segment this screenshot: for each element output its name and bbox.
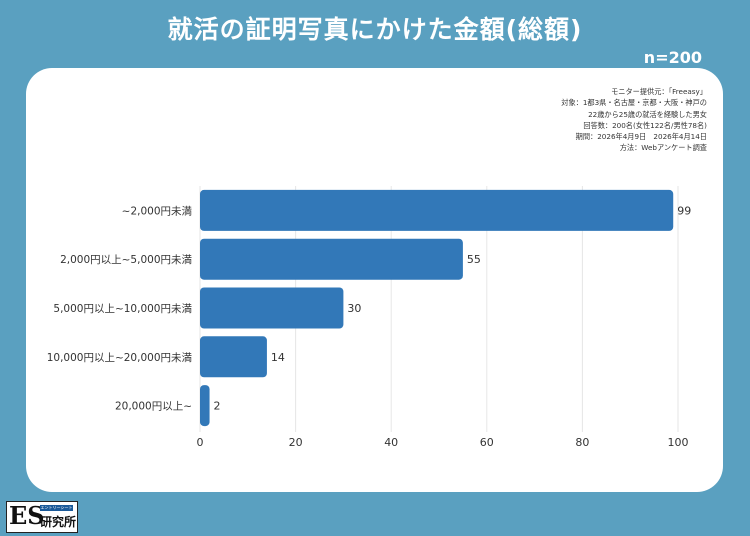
data-label: 2	[214, 400, 221, 413]
x-tick-label: 40	[384, 436, 398, 449]
bar	[200, 336, 267, 378]
bar	[200, 189, 674, 231]
category-label: 20,000円以上~	[115, 401, 192, 413]
chart-title: 就活の証明写真にかけた金額(総額)	[167, 15, 583, 44]
category-label: ~2,000円未満	[122, 205, 193, 217]
x-tick-label: 60	[480, 436, 494, 449]
survey-info-line: 方法：Webアンケート調査	[619, 143, 707, 153]
x-tick-label: 80	[575, 436, 589, 449]
data-label: 55	[467, 253, 481, 266]
logo-tagline: エントリーシート	[40, 505, 73, 511]
x-tick-label: 100	[668, 436, 689, 449]
survey-info-line: 対象：1都3県・名古屋・京都・大阪・神戸の	[561, 98, 707, 108]
chart-card: モニター提供元：「Freeasy」 対象：1都3県・名古屋・京都・大阪・神戸の …	[26, 68, 723, 492]
bar	[200, 238, 463, 280]
data-label: 14	[271, 351, 285, 364]
x-tick-label: 20	[289, 436, 303, 449]
data-label: 30	[347, 302, 361, 315]
bar	[200, 287, 344, 329]
category-label: 5,000円以上~10,000円未満	[53, 303, 192, 315]
survey-info: モニター提供元：「Freeasy」 対象：1都3県・名古屋・京都・大阪・神戸の …	[561, 86, 707, 154]
es-lab-logo: ES エントリーシート 研究所	[6, 501, 78, 533]
category-label: 10,000円以上~20,000円未満	[47, 352, 193, 364]
survey-info-line: 期間：2026年4月9日 2026年4月14日	[575, 132, 707, 142]
logo-mark: ES	[9, 501, 45, 530]
bar	[200, 385, 210, 427]
survey-info-line: 回答数：200名(女性122名/男性78名)	[583, 120, 707, 130]
category-label: 2,000円以上~5,000円未満	[60, 254, 192, 266]
logo-name: 研究所	[40, 515, 77, 529]
x-tick-label: 0	[197, 436, 204, 449]
survey-info-line: モニター提供元：「Freeasy」	[611, 87, 707, 96]
data-label: 99	[677, 204, 691, 217]
bar-chart: 0 20 40 60 80 100 99 ~2,000円未満 55 2,000円以上~5,000円…	[47, 186, 691, 449]
survey-info-line: 22歳から25歳の就活を経験した男女	[588, 109, 707, 119]
sample-size: n=200	[643, 48, 702, 67]
